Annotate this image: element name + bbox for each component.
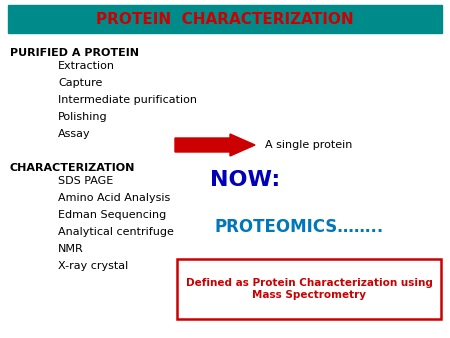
FancyBboxPatch shape	[8, 5, 442, 33]
Text: Polishing: Polishing	[58, 112, 108, 122]
Text: NMR: NMR	[58, 244, 84, 254]
Text: Assay: Assay	[58, 129, 90, 139]
Text: Amino Acid Analysis: Amino Acid Analysis	[58, 193, 170, 203]
Text: Defined as Protein Characterization using
Mass Spectrometry: Defined as Protein Characterization usin…	[185, 278, 432, 300]
FancyBboxPatch shape	[177, 259, 441, 319]
Text: PURIFIED A PROTEIN: PURIFIED A PROTEIN	[10, 48, 139, 58]
Text: A single protein: A single protein	[265, 140, 352, 150]
Text: PROTEIN  CHARACTERIZATION: PROTEIN CHARACTERIZATION	[96, 11, 354, 26]
Text: Edman Sequencing: Edman Sequencing	[58, 210, 166, 220]
Text: Analytical centrifuge: Analytical centrifuge	[58, 227, 174, 237]
Text: CHARACTERIZATION: CHARACTERIZATION	[10, 163, 135, 173]
Text: PROTEOMICS……..: PROTEOMICS……..	[215, 218, 384, 236]
Text: X-ray crystal: X-ray crystal	[58, 261, 128, 271]
Text: SDS PAGE: SDS PAGE	[58, 176, 113, 186]
FancyArrow shape	[175, 134, 255, 156]
Text: NOW:: NOW:	[210, 170, 280, 190]
Text: Intermediate purification: Intermediate purification	[58, 95, 197, 105]
Text: Extraction: Extraction	[58, 61, 115, 71]
Text: Capture: Capture	[58, 78, 103, 88]
